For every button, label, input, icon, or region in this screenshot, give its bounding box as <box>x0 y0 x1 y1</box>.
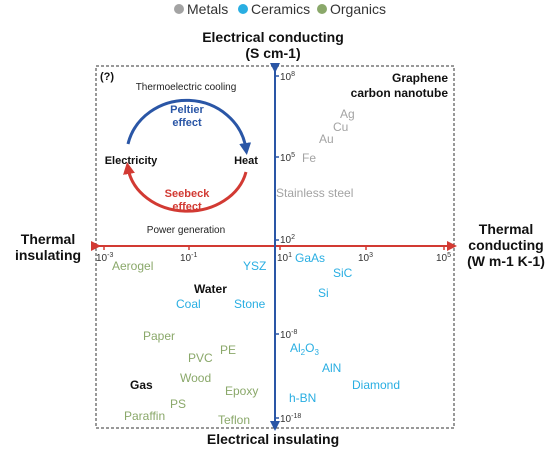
bottom-axis-title: Electrical insulating <box>207 431 339 447</box>
material-stainless-steel: Stainless steel <box>276 186 353 200</box>
legend-dot-organics <box>317 4 327 14</box>
material-pe: PE <box>220 343 236 357</box>
material-paraffin: Paraffin <box>124 409 165 423</box>
legend-label-ceramics: Ceramics <box>251 1 310 17</box>
vtick-label-2: 105 <box>280 152 295 164</box>
other-materials-group: Water Gas <box>130 282 227 392</box>
legend: Metals Ceramics Organics <box>174 1 386 17</box>
inset-generation-label: Power generation <box>147 225 225 236</box>
htick-label-2: 10-1 <box>180 252 197 264</box>
peltier-label-2: effect <box>172 117 202 129</box>
htick-label-3: 101 <box>277 252 292 264</box>
material-diamond: Diamond <box>352 378 400 392</box>
graphene-label: Graphene <box>392 71 448 85</box>
material-aerogel: Aerogel <box>112 259 153 273</box>
vtick-label-5: 10-18 <box>280 413 301 425</box>
seebeck-label-2: effect <box>172 201 202 213</box>
material-gaas: GaAs <box>295 251 325 265</box>
material-ysz: YSZ <box>243 259 266 273</box>
seebeck-label: Seebeck <box>165 188 211 200</box>
vtick-label-3: 102 <box>280 234 295 246</box>
legend-dot-metals <box>174 4 184 14</box>
legend-label-organics: Organics <box>330 1 386 17</box>
material-au: Au <box>319 132 334 146</box>
material-ps: PS <box>170 397 186 411</box>
vtick-label-1: 108 <box>280 71 295 83</box>
material-si: Si <box>318 286 329 300</box>
vtick-label-4: 10-8 <box>280 329 297 341</box>
seebeck-arc <box>123 162 248 213</box>
heat-label: Heat <box>234 155 258 167</box>
htick-label-1: 10-3 <box>96 252 113 264</box>
material-teflon: Teflon <box>218 413 250 427</box>
graphene-label-2: carbon nanotube <box>351 86 449 100</box>
material-stone: Stone <box>234 297 266 311</box>
top-axis-unit: (S cm-1) <box>245 45 300 61</box>
right-axis-title: Thermal <box>479 221 533 237</box>
material-al2o3: Al2O3 <box>290 341 319 357</box>
htick-label-5: 105 <box>436 252 451 264</box>
organics-group: Aerogel Paper PE PVC Wood Epoxy PS Paraf… <box>112 259 258 427</box>
horizontal-ticks: 10-3 10-1 101 103 105 <box>96 246 451 264</box>
metals-group: Ag Cu Au Fe Stainless steel <box>276 107 355 200</box>
right-axis-unit: (W m-1 K-1) <box>467 253 545 269</box>
material-aln: AlN <box>322 361 341 375</box>
material-pvc: PVC <box>188 351 213 365</box>
thermoelectric-inset: (?) Thermoelectric cooling Peltier effec… <box>100 71 258 236</box>
material-epoxy: Epoxy <box>225 384 258 398</box>
vertical-ticks: 108 105 102 10-8 10-18 <box>275 71 301 425</box>
inset-cooling-label: Thermoelectric cooling <box>136 82 237 93</box>
legend-label-metals: Metals <box>187 1 228 17</box>
material-ag: Ag <box>340 107 355 121</box>
left-axis-title: Thermal <box>21 231 75 247</box>
material-sic: SiC <box>333 266 353 280</box>
inset-marker: (?) <box>100 71 114 83</box>
electricity-label: Electricity <box>105 155 158 167</box>
htick-label-4: 103 <box>358 252 373 264</box>
material-cu: Cu <box>333 120 348 134</box>
right-axis-title-2: conducting <box>468 237 543 253</box>
material-coal: Coal <box>176 297 201 311</box>
material-gas: Gas <box>130 378 153 392</box>
material-water: Water <box>194 282 227 296</box>
material-fe: Fe <box>302 151 316 165</box>
left-axis-title-2: insulating <box>15 247 81 263</box>
peltier-label: Peltier <box>170 104 204 116</box>
legend-dot-ceramics <box>238 4 248 14</box>
top-axis-title: Electrical conducting <box>202 29 344 45</box>
ceramics-group: GaAs SiC Si YSZ Coal Stone Al2O3 AlN Dia… <box>176 251 400 405</box>
material-hbn: h-BN <box>289 391 316 405</box>
material-paper: Paper <box>143 329 175 343</box>
peltier-arc <box>126 98 252 155</box>
material-wood: Wood <box>180 371 211 385</box>
